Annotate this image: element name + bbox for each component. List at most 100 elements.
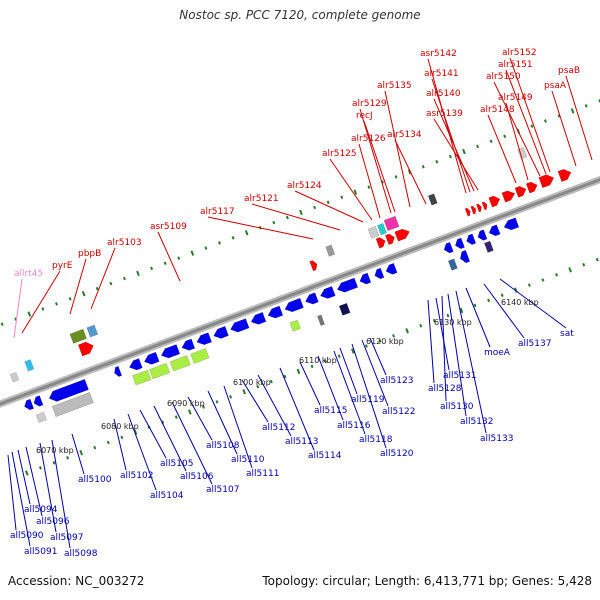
gene-block: [169, 355, 191, 372]
leader-line: [294, 190, 364, 223]
gene-arrow: [77, 341, 94, 357]
leader-line: [90, 247, 116, 310]
gene-arrow: [320, 286, 336, 299]
gene-label-forward: pbpB: [78, 249, 101, 259]
leader-line: [509, 57, 551, 173]
leader-line: [361, 339, 389, 407]
tick-mark: [41, 307, 45, 311]
leader-line: [351, 343, 387, 449]
gene-label-reverse: all5128: [428, 384, 462, 394]
gene-block: [132, 369, 152, 386]
genome-summary-text: Topology: circular; Length: 6,413,771 bp…: [262, 574, 592, 588]
tick-mark: [218, 241, 221, 245]
tick-mark: [106, 440, 110, 445]
tick-mark: [555, 273, 559, 277]
tick-mark: [313, 205, 317, 210]
leader-line: [13, 278, 23, 339]
tick-mark: [163, 261, 167, 265]
gene-block: [427, 193, 438, 206]
gene-label-reverse: all5130: [440, 402, 474, 412]
gene-label-reverse: all5106: [180, 472, 214, 482]
gene-block: [377, 223, 387, 236]
tick-mark: [229, 395, 233, 399]
tick-mark: [66, 455, 70, 460]
gene-arrow: [488, 195, 501, 208]
leader-line: [139, 409, 167, 459]
tick-mark: [136, 270, 140, 277]
gene-arrow: [481, 201, 488, 211]
tick-mark: [95, 286, 99, 291]
leader-line: [447, 293, 467, 417]
gene-block: [35, 411, 47, 423]
tick-mark: [296, 368, 301, 375]
gene-arrow: [230, 318, 250, 333]
leader-line: [427, 58, 467, 194]
gene-label-forward: alr5117: [200, 207, 235, 217]
gene-label-reverse: all5133: [480, 434, 513, 444]
tick-mark: [310, 364, 314, 369]
tick-mark: [448, 154, 452, 159]
leader-line: [493, 81, 541, 177]
gene-label-reverse: all5119: [351, 395, 385, 405]
tick-mark: [215, 400, 219, 404]
tick-mark: [570, 108, 575, 114]
tick-mark: [432, 318, 436, 323]
leader-line: [299, 361, 321, 406]
leader-line: [465, 287, 491, 348]
leader-line: [25, 446, 43, 517]
tick-mark: [285, 215, 289, 220]
tick-mark: [489, 139, 493, 144]
gene-label-reverse: all5116: [337, 421, 371, 431]
tick-mark: [174, 415, 178, 419]
tick-mark: [473, 303, 477, 308]
tick-mark: [364, 344, 368, 348]
gene-label-forward: alr5121: [244, 194, 279, 204]
scale-label: 6140 kbp: [501, 298, 539, 307]
gene-block: [69, 328, 87, 344]
gene-label-forward: alr5152: [502, 48, 537, 58]
gene-arrow: [477, 229, 488, 241]
gene-label-reverse: all5111: [246, 469, 279, 479]
gene-label-forward: alr5141: [424, 69, 459, 79]
leader-line: [317, 355, 344, 421]
tick-mark: [38, 466, 42, 470]
gene-label-reverse: moeA: [484, 348, 511, 358]
gene-label-reverse: all5097: [50, 533, 83, 543]
tick-mark: [122, 276, 126, 281]
gene-arrow: [250, 311, 267, 325]
leader-line: [51, 439, 71, 549]
gene-label-forward: alr5150: [486, 72, 521, 82]
gene-label-forward: alr5151: [498, 60, 533, 70]
gene-block: [51, 392, 94, 418]
gene-arrow: [336, 277, 359, 293]
tick-mark: [340, 195, 344, 199]
tick-mark: [367, 185, 371, 189]
tick-mark: [543, 119, 547, 123]
tick-mark: [231, 236, 235, 240]
scale-label: 6090 kbp: [167, 399, 205, 408]
gene-label-reverse: all5098: [64, 549, 98, 559]
leader-line: [127, 413, 157, 491]
leader-line: [384, 90, 411, 208]
gene-block: [325, 244, 336, 257]
gene-arrow: [196, 332, 212, 346]
scale-label: 6080 kbp: [101, 422, 139, 431]
leader-line: [39, 442, 57, 533]
gene-arrow: [143, 351, 160, 365]
gene-label-reverse: all5115: [314, 406, 347, 416]
gene-block: [24, 359, 35, 372]
leader-line: [223, 385, 253, 469]
tick-mark: [500, 293, 504, 297]
scale-label: 6070 kbp: [36, 446, 74, 455]
leader-line: [171, 401, 213, 485]
leader-line: [435, 297, 450, 371]
tick-mark: [244, 230, 249, 236]
gene-arrow: [557, 169, 572, 183]
gene-label-reverse: all5105: [160, 459, 193, 469]
tick-mark: [421, 165, 425, 169]
leader-line: [433, 98, 475, 192]
gene-arrow: [114, 365, 123, 377]
label-layer: 6070 kbp 6080 kbp 6090 kbp 6100 kbp 6110 kbp…: [10, 48, 580, 559]
tick-mark: [79, 449, 83, 456]
leader-line: [551, 90, 577, 167]
